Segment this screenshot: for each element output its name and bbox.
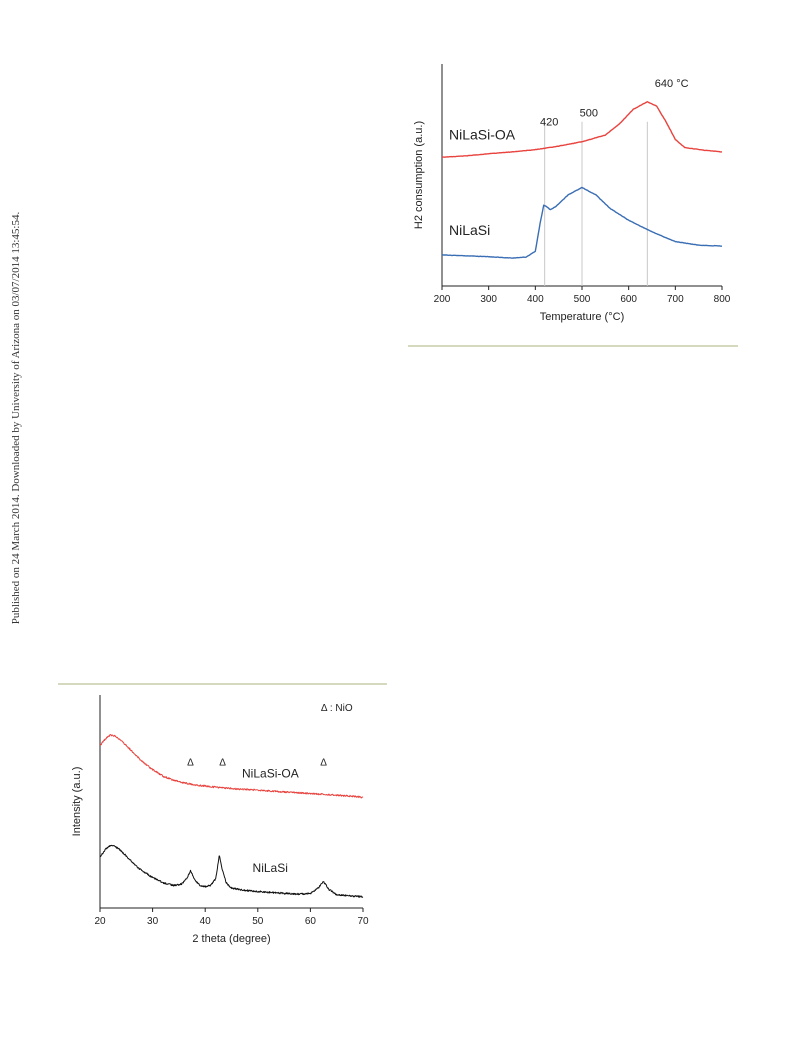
x-tick-label: 200 [434,294,451,305]
legend-note: Δ : NiO [321,703,353,714]
annotation-label: 420 [540,116,558,128]
series-line-nilasi-oa [99,734,364,799]
series-line-nilasi [99,844,364,898]
nio-marker: Δ [320,758,327,769]
x-tick-label: 400 [527,294,544,305]
x-axis-title: 2 theta (degree) [192,933,270,945]
y-axis-title: Intensity (a.u.) [71,767,83,837]
annotation-label: NiLaSi-OA [242,767,299,781]
x-tick-label: 700 [667,294,684,305]
divider-bottom-left [58,683,387,685]
x-tick-label: 500 [574,294,591,305]
nio-marker: Δ [219,758,226,769]
x-tick-label: 600 [620,294,637,305]
y-axis-title: H2 consumption (a.u.) [413,121,425,229]
divider-top-right [408,345,738,347]
nio-marker: Δ [187,758,194,769]
x-axis-title: Temperature (°C) [540,311,624,323]
series-line-nilasi [441,186,723,259]
annotation-label: 640 °C [655,78,689,90]
x-tick-label: 40 [200,916,212,927]
annotation-label: NiLaSi-OA [449,126,516,142]
x-tick-label: 300 [480,294,497,305]
annotation-label: NiLaSi [253,861,288,875]
x-tick-label: 60 [305,916,317,927]
x-tick-label: 20 [94,916,106,927]
series-line-nilasi-oa [442,100,723,158]
x-tick-label: 50 [252,916,264,927]
x-tick-label: 30 [147,916,159,927]
x-tick-label: 70 [357,916,369,927]
annotation-label: 500 [580,107,598,119]
annotation-label: NiLaSi [449,222,490,238]
x-tick-label: 800 [714,294,731,305]
